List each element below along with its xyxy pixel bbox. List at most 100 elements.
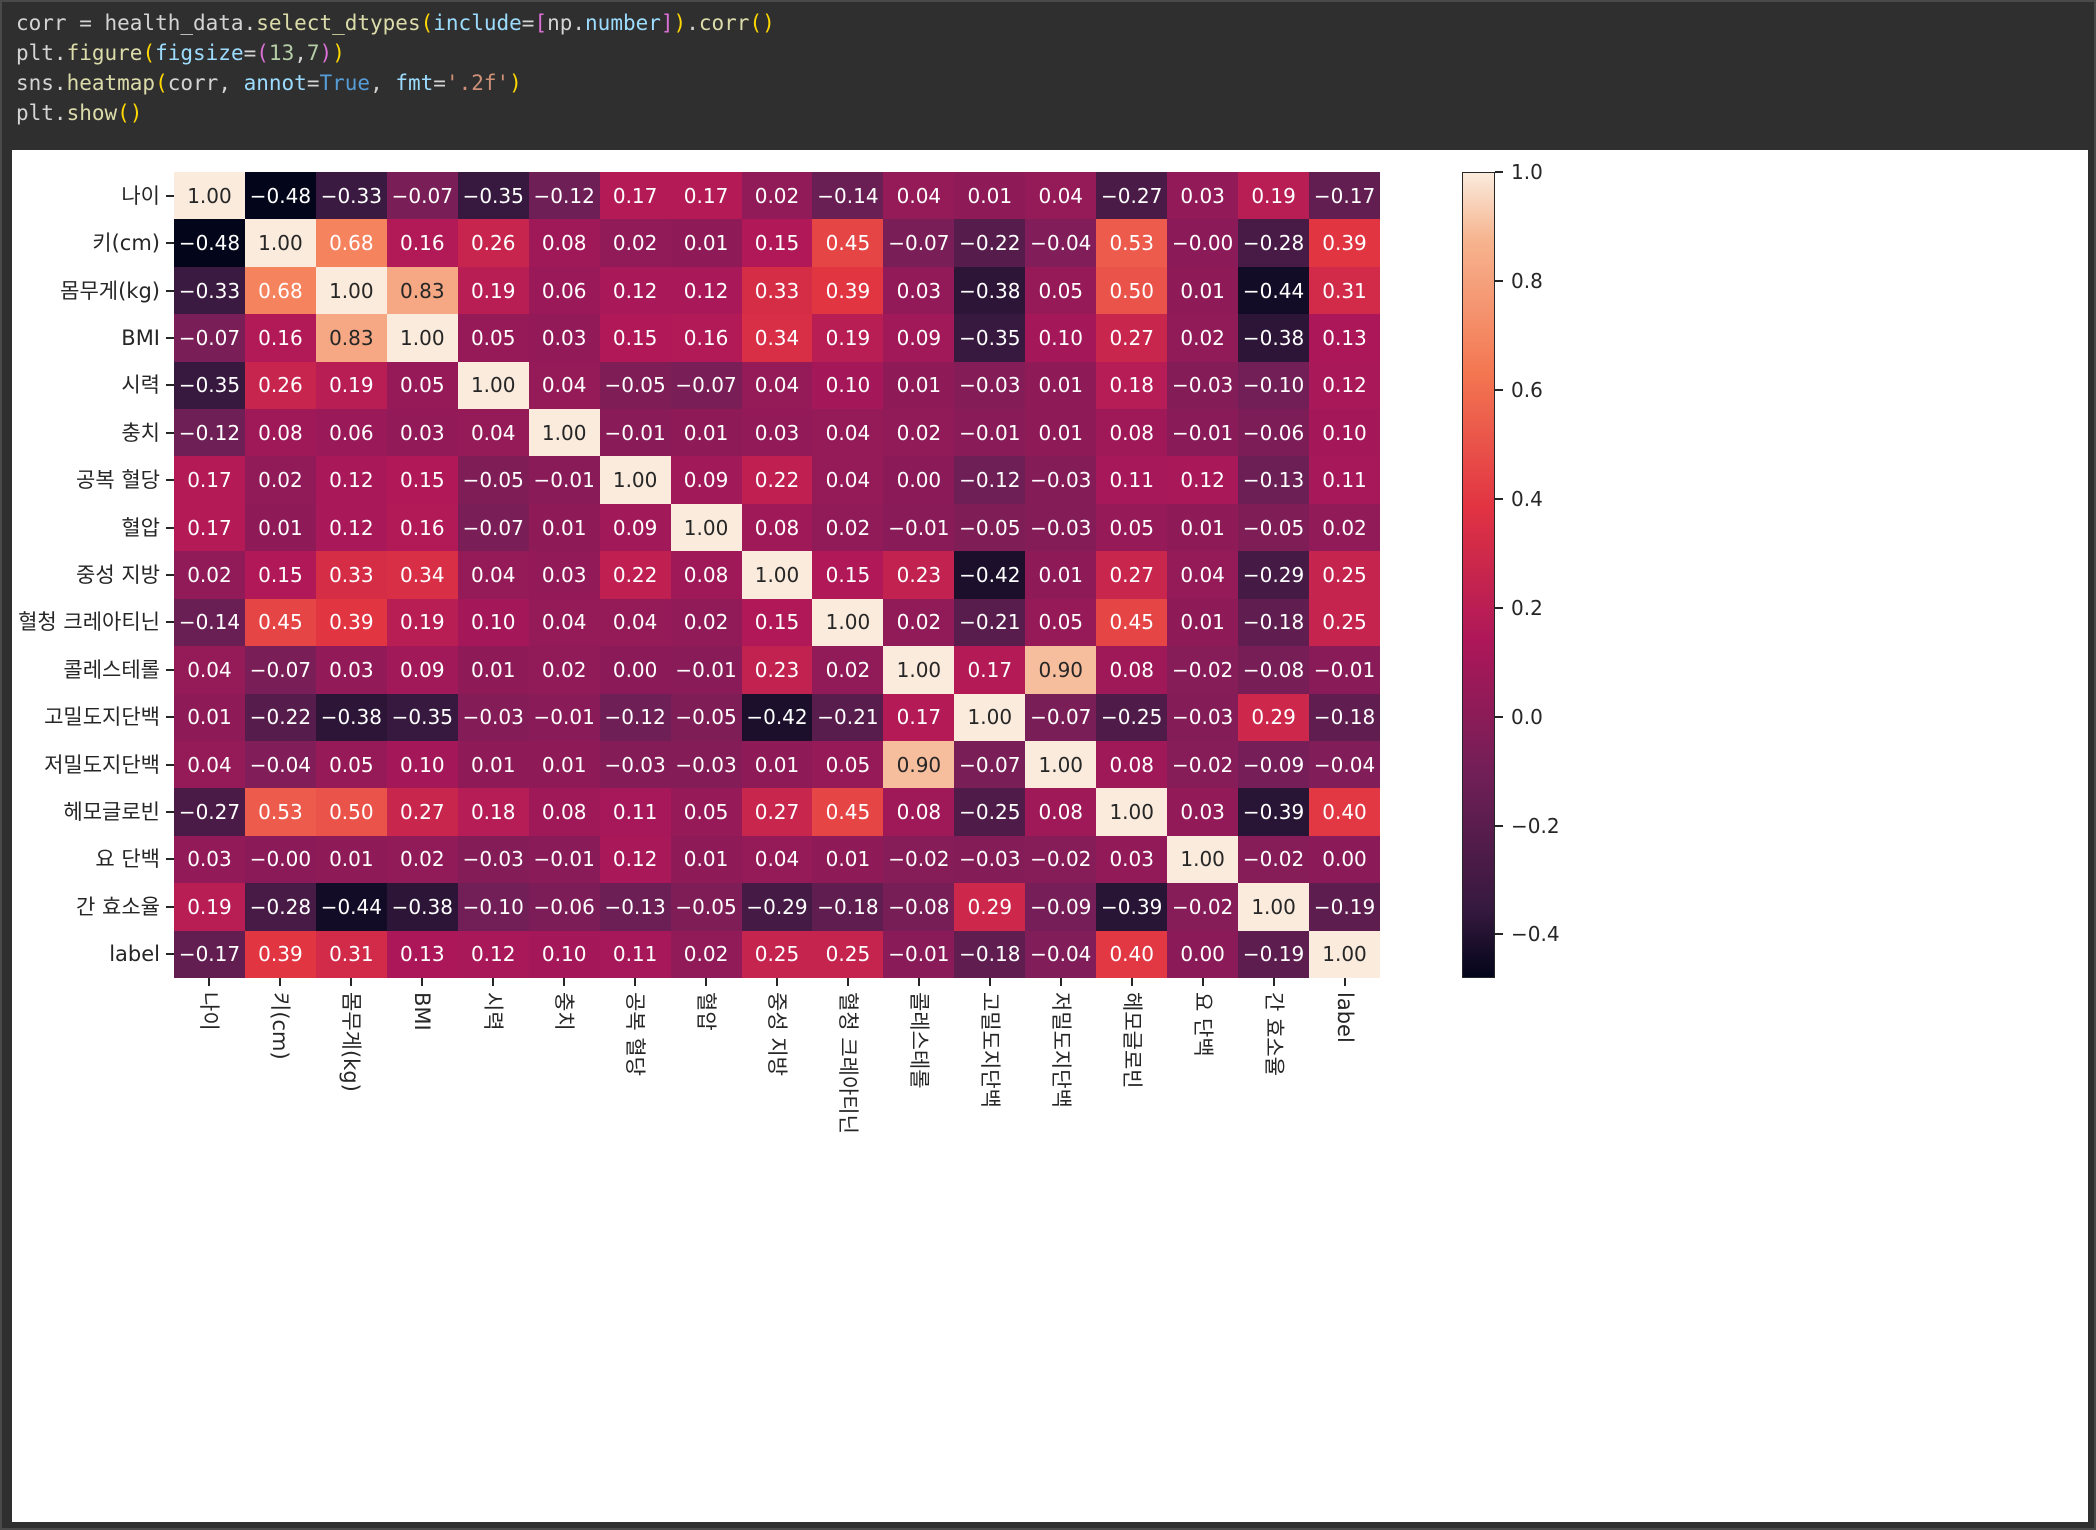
heatmap-cell: 0.39 bbox=[1309, 219, 1380, 267]
heatmap-cell: 1.00 bbox=[599, 456, 671, 504]
x-axis-label: 충치 bbox=[552, 992, 577, 1031]
heatmap-cell: 0.05 bbox=[812, 740, 884, 789]
heatmap-cell: 0.25 bbox=[1309, 551, 1380, 599]
heatmap-cell: 0.29 bbox=[1238, 693, 1310, 741]
heatmap-cell: 1.00 bbox=[528, 409, 600, 457]
heatmap-cell: −0.07 bbox=[670, 361, 742, 410]
heatmap-cell: 0.45 bbox=[812, 219, 884, 267]
heatmap-cell: 0.83 bbox=[315, 314, 387, 362]
heatmap-cell: 0.31 bbox=[1309, 266, 1380, 315]
heatmap-cell: −0.03 bbox=[1025, 456, 1097, 504]
code-line[interactable]: plt.figure(figsize=(13,7)) bbox=[16, 38, 775, 68]
heatmap-cell: −0.48 bbox=[244, 172, 316, 220]
colorbar-tick bbox=[1495, 606, 1503, 609]
heatmap-cell: 0.16 bbox=[244, 314, 316, 362]
code-token: () bbox=[749, 11, 775, 35]
x-axis-label: 고밀도지단백 bbox=[977, 992, 1002, 1108]
heatmap-cell: 0.39 bbox=[244, 930, 316, 978]
heatmap-cell: −0.48 bbox=[174, 219, 245, 267]
heatmap-cell: 0.13 bbox=[1309, 314, 1380, 362]
heatmap-cell: 0.17 bbox=[670, 172, 742, 220]
heatmap-cell: −0.08 bbox=[883, 883, 955, 931]
code-token: show bbox=[66, 101, 118, 125]
heatmap-cell: 0.04 bbox=[174, 646, 245, 694]
heatmap-cell: 0.17 bbox=[174, 503, 245, 552]
heatmap-cell: 0.09 bbox=[599, 503, 671, 552]
y-tick bbox=[166, 289, 174, 292]
colorbar-tick-label: 1.0 bbox=[1511, 160, 1543, 184]
x-tick bbox=[988, 978, 991, 986]
code-line[interactable]: plt.show() bbox=[16, 98, 775, 128]
heatmap-cell: 0.09 bbox=[883, 314, 955, 362]
y-tick bbox=[166, 479, 174, 482]
x-axis-label: 나이 bbox=[197, 992, 222, 1031]
heatmap-cell: 0.68 bbox=[315, 219, 387, 267]
code-token: sns. bbox=[16, 71, 67, 95]
y-axis-label: 충치 bbox=[121, 420, 160, 445]
x-tick bbox=[1201, 978, 1204, 986]
heatmap-cell: 0.02 bbox=[174, 551, 245, 599]
heatmap-cell: 0.01 bbox=[528, 503, 600, 552]
x-axis-label: 콜레스테롤 bbox=[906, 992, 931, 1089]
heatmap: 1.00 −0.48 −0.33 −0.07 −0.35 −0.12 0.17 0.17 0.0… bbox=[174, 172, 1380, 978]
code-token: select_dtypes bbox=[256, 11, 421, 35]
y-tick bbox=[166, 763, 174, 766]
heatmap-cell: −0.35 bbox=[954, 314, 1026, 362]
heatmap-cell: −0.22 bbox=[244, 693, 316, 741]
heatmap-cell: −0.17 bbox=[174, 930, 245, 978]
y-tick bbox=[166, 336, 174, 339]
x-axis-label: 중성 지방 bbox=[765, 992, 789, 1076]
figure-output: 1.00 −0.48 −0.33 −0.07 −0.35 −0.12 0.17 0.17 0.0… bbox=[12, 150, 2088, 1522]
x-tick bbox=[776, 978, 778, 986]
x-axis-label: 공복 혈당 bbox=[623, 992, 648, 1076]
heatmap-cell: 0.15 bbox=[244, 551, 316, 599]
heatmap-cell: −0.38 bbox=[315, 693, 387, 741]
heatmap-cell: 0.05 bbox=[457, 314, 529, 362]
heatmap-cell: −0.06 bbox=[528, 883, 600, 931]
y-tick bbox=[166, 953, 174, 956]
colorbar-tick bbox=[1495, 824, 1503, 827]
heatmap-cell: 0.02 bbox=[883, 598, 955, 647]
colorbar-tick bbox=[1495, 388, 1503, 391]
heatmap-cell: 0.01 bbox=[741, 740, 813, 789]
x-tick bbox=[846, 978, 849, 986]
y-axis-label: label bbox=[109, 942, 160, 967]
heatmap-cell: 0.00 bbox=[883, 456, 955, 504]
heatmap-cell: 0.22 bbox=[599, 551, 671, 599]
heatmap-cell: 1.00 bbox=[741, 551, 813, 599]
heatmap-cell: −0.02 bbox=[1025, 835, 1097, 884]
heatmap-cell: 1.00 bbox=[1167, 835, 1239, 884]
heatmap-cell: −0.02 bbox=[1238, 835, 1310, 884]
heatmap-cell: −0.01 bbox=[528, 456, 600, 504]
heatmap-cell: −0.03 bbox=[1025, 503, 1097, 552]
heatmap-cell: 0.11 bbox=[1309, 456, 1380, 504]
heatmap-cell: 1.00 bbox=[1025, 740, 1097, 789]
heatmap-cell: 0.01 bbox=[1025, 409, 1097, 457]
y-axis-label: 콜레스테롤 bbox=[63, 657, 160, 682]
heatmap-cell: 0.02 bbox=[1167, 314, 1239, 362]
code-line[interactable]: sns.heatmap(corr, annot=True, fmt='.2f') bbox=[16, 68, 775, 98]
x-axis-label: 헤모글로빈 bbox=[1119, 992, 1144, 1089]
heatmap-cell: 0.45 bbox=[244, 598, 316, 647]
heatmap-cell: 0.39 bbox=[315, 598, 387, 647]
heatmap-cell: 0.01 bbox=[174, 693, 245, 741]
heatmap-cell: −0.07 bbox=[174, 314, 245, 362]
heatmap-cell: 0.16 bbox=[670, 314, 742, 362]
heatmap-cell: 0.02 bbox=[741, 172, 813, 220]
heatmap-cell: −0.07 bbox=[244, 646, 316, 694]
y-axis-label: 나이 bbox=[121, 183, 160, 208]
heatmap-cell: −0.29 bbox=[741, 883, 813, 931]
heatmap-cell: −0.01 bbox=[599, 409, 671, 457]
heatmap-cell: 0.08 bbox=[883, 788, 955, 836]
heatmap-cell: −0.35 bbox=[457, 172, 529, 220]
heatmap-cell: 0.05 bbox=[1096, 503, 1168, 552]
heatmap-cell: 0.09 bbox=[670, 456, 742, 504]
heatmap-cell: −0.12 bbox=[528, 172, 600, 220]
heatmap-cell: 0.08 bbox=[741, 503, 813, 552]
heatmap-cell: 0.31 bbox=[315, 930, 387, 978]
code-line[interactable]: corr = health_data.select_dtypes(include… bbox=[16, 8, 775, 38]
heatmap-cell: −0.07 bbox=[386, 172, 458, 220]
code-cell[interactable]: corr = health_data.select_dtypes(include… bbox=[16, 8, 775, 128]
heatmap-cell: 0.01 bbox=[1167, 503, 1239, 552]
heatmap-cell: 0.03 bbox=[528, 551, 600, 599]
